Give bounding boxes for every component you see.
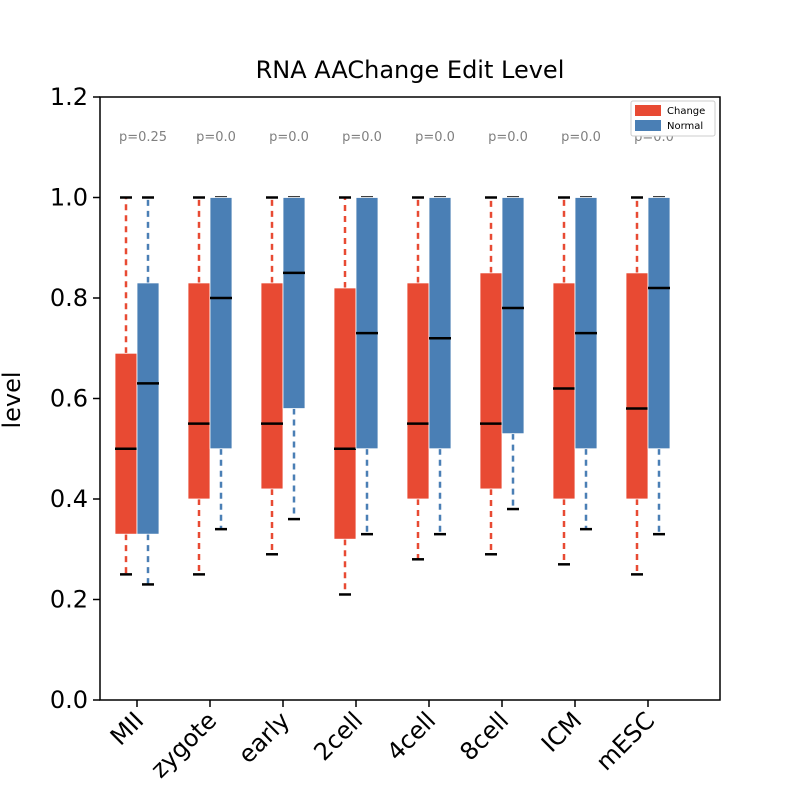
box-body [187,282,211,500]
x-tick-label: zygote [145,706,222,783]
box-body [355,197,379,450]
box-normal-8cell [501,196,525,511]
x-tick-label: MII [105,706,149,750]
box-body [260,282,284,490]
box-normal-mESC [647,196,671,536]
legend: Change Normal [630,100,716,137]
x-tick-label: 2cell [308,706,368,766]
box-normal-2cell [355,196,379,536]
box-normal-4cell [428,196,452,536]
box-body [574,197,598,450]
box-normal-zygote [209,196,233,531]
x-tick-label: 8cell [454,706,514,766]
box-body [479,272,503,490]
x-tick-label: ICM [536,706,587,757]
p-value-label: p=0.0 [196,130,236,145]
p-value-label: p=0.0 [488,130,528,145]
box-change-8cell [479,196,503,556]
legend-label-change: Change [667,106,705,117]
y-tick-label: 0.6 [50,385,88,413]
legend-swatch-change [635,105,661,116]
p-value-label: p=0.0 [269,130,309,145]
box-change-MII [114,196,138,576]
box-body [333,287,357,540]
box-change-2cell [333,196,357,596]
chart-title: RNA AAChange Edit Level [256,56,565,84]
legend-swatch-normal [635,120,661,131]
box-body [406,282,430,500]
y-tick-label: 1.0 [50,184,88,212]
y-tick-label: 0.8 [50,284,88,312]
p-value-label: p=0.25 [119,130,167,145]
box-body [552,282,576,500]
y-tick-label: 0.4 [50,485,88,513]
box-body [114,352,138,535]
box-body [136,282,160,535]
box-change-mESC [625,196,649,576]
box-normal-MII [136,196,160,586]
x-tick-label: 4cell [381,706,441,766]
legend-label-normal: Normal [667,121,703,132]
y-axis-label: level [0,371,26,428]
p-value-label: p=0.0 [415,130,455,145]
box-body [647,197,671,450]
p-value-label: p=0.0 [561,130,601,145]
box-change-zygote [187,196,211,576]
box-change-4cell [406,196,430,561]
x-tick-label: early [233,706,295,768]
y-tick-label: 0.2 [50,586,88,614]
box-body [625,272,649,500]
box-change-ICM [552,196,576,566]
box-normal-ICM [574,196,598,531]
p-value-label: p=0.0 [342,130,382,145]
box-body [282,197,306,409]
plot-area: 0.0 0.2 0.4 0.6 0.8 1.0 1.2 MII p=0.25 zygote p=0.… [50,83,721,783]
box-body [428,197,452,450]
box-change-early [260,196,284,556]
box-body [209,197,233,450]
x-tick-label: mESC [591,706,661,776]
y-tick-label: 1.2 [50,83,88,111]
box-body [501,197,525,435]
y-tick-label: 0.0 [50,686,88,714]
box-normal-early [282,196,306,521]
